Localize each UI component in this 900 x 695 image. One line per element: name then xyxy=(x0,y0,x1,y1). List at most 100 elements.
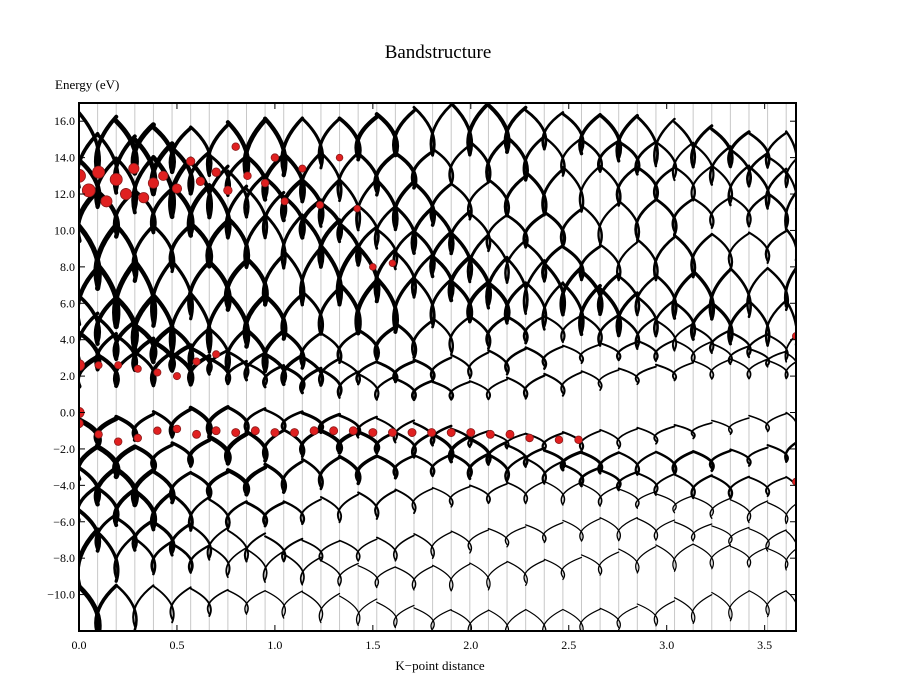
band-arc xyxy=(467,609,490,631)
band-arc xyxy=(226,169,250,219)
projection-point xyxy=(81,183,96,198)
band-arc xyxy=(541,281,565,331)
band-arc xyxy=(728,590,750,620)
band-arc xyxy=(615,470,639,492)
projection-point xyxy=(243,171,252,181)
band-arc xyxy=(131,224,156,278)
band-arc xyxy=(225,546,248,579)
band-arc xyxy=(597,485,620,507)
band-arc xyxy=(727,232,751,268)
band-arc xyxy=(579,518,601,542)
y-tick-label: −6.0 xyxy=(53,515,75,529)
band-arc xyxy=(522,212,546,248)
band-arc xyxy=(635,295,659,338)
x-tick-label: 3.0 xyxy=(659,638,674,652)
band-arc xyxy=(654,274,678,318)
band-arc xyxy=(653,600,676,626)
y-tick-label: 2.0 xyxy=(60,369,75,383)
y-tick-label: 14.0 xyxy=(54,151,75,165)
band-arc xyxy=(671,197,695,233)
band-arc xyxy=(486,281,511,324)
band-arc xyxy=(281,537,304,563)
band-arc xyxy=(336,330,360,363)
band-arc xyxy=(485,482,508,504)
band-arc xyxy=(689,302,714,341)
band-arc xyxy=(692,326,715,353)
band-arc xyxy=(711,591,733,622)
band-arc xyxy=(261,253,286,306)
projection-point xyxy=(109,173,123,186)
band-arc xyxy=(242,117,268,179)
projection-point xyxy=(446,428,456,437)
band-arc xyxy=(373,247,398,301)
band-arc xyxy=(280,292,304,338)
band-arc xyxy=(93,465,119,507)
band-arc xyxy=(522,135,546,180)
band-arc xyxy=(580,314,603,345)
band-arc xyxy=(93,222,119,288)
band-arc xyxy=(263,213,287,270)
band-arc xyxy=(187,438,212,467)
band-arc xyxy=(690,474,713,500)
band-arc xyxy=(617,140,641,174)
band-arc xyxy=(335,243,361,306)
band-arc xyxy=(410,205,435,255)
band-arc xyxy=(599,517,621,542)
band-arc xyxy=(579,450,604,474)
band-arc xyxy=(79,527,100,588)
band-arc xyxy=(729,545,752,568)
band-arc xyxy=(522,259,546,315)
band-arc xyxy=(320,559,342,587)
band-arc xyxy=(634,316,658,351)
band-arc xyxy=(522,315,546,343)
band-arc xyxy=(616,241,639,282)
band-arc xyxy=(149,325,175,365)
band-arc xyxy=(430,531,452,557)
band-arc xyxy=(729,195,752,227)
band-arc xyxy=(487,236,510,284)
y-tick-label: 10.0 xyxy=(54,223,75,237)
band-arc xyxy=(653,473,676,496)
band-arc xyxy=(560,137,583,175)
band-arc xyxy=(523,480,546,505)
band-arc xyxy=(747,165,771,209)
band-arc xyxy=(448,315,471,353)
band-arc xyxy=(280,353,305,387)
band-arc xyxy=(597,451,621,475)
projection-point xyxy=(298,164,307,173)
band-arc xyxy=(261,153,286,202)
band-arc xyxy=(468,437,492,465)
band-arc xyxy=(467,255,492,306)
projection-point xyxy=(192,357,201,366)
y-tick-label: −8.0 xyxy=(53,551,75,565)
x-tick-label: 2.5 xyxy=(561,638,576,652)
band-arc xyxy=(729,148,752,188)
projection-point xyxy=(231,428,241,437)
band-arc xyxy=(226,529,250,562)
band-arc xyxy=(562,608,584,631)
band-arc xyxy=(635,545,657,573)
band-arc xyxy=(261,428,286,461)
band-arc xyxy=(336,151,360,200)
band-arc xyxy=(391,179,416,230)
projection-point xyxy=(309,426,319,436)
band-arc xyxy=(690,422,713,437)
band-arc xyxy=(114,156,139,212)
band-arc xyxy=(429,356,453,381)
band-arc xyxy=(224,431,249,465)
projection-point xyxy=(427,428,437,437)
band-arc xyxy=(187,260,212,316)
band-arc xyxy=(784,361,796,380)
band-arc xyxy=(299,556,322,586)
band-arc xyxy=(170,542,194,574)
band-arc xyxy=(597,369,620,388)
band-arc xyxy=(354,114,379,159)
band-arc xyxy=(466,280,491,323)
band-arc xyxy=(767,548,789,569)
band-arc xyxy=(355,360,379,385)
band-arc xyxy=(376,536,398,562)
band-arc xyxy=(132,488,158,530)
projection-point xyxy=(171,183,183,194)
band-arc xyxy=(338,595,361,625)
band-arc xyxy=(524,241,548,283)
